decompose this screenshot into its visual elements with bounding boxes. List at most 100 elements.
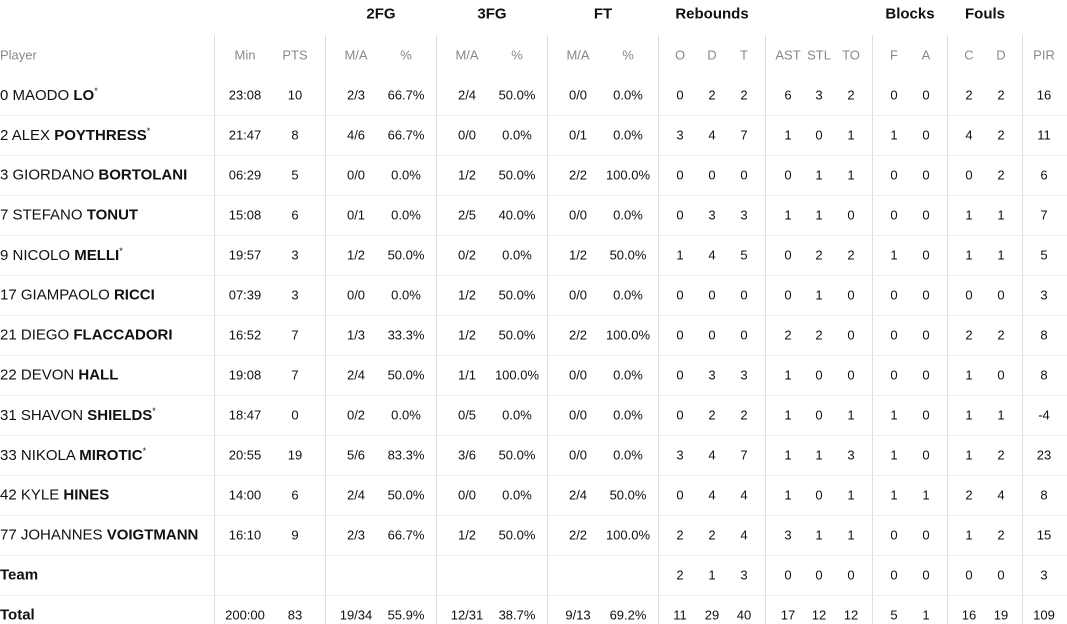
player-first: GIORDANO xyxy=(12,166,95,184)
stat-cell: 3 xyxy=(676,447,684,463)
stat-cell: 5 xyxy=(1040,247,1048,263)
player-last: FLACCADORI xyxy=(73,326,173,344)
stat-cell: 0 xyxy=(815,567,823,583)
column-header: C xyxy=(964,47,974,63)
row-divider xyxy=(0,155,1067,156)
stat-cell: 0 xyxy=(922,87,930,103)
stat-cell: 5 xyxy=(890,607,898,623)
stat-cell: 0 xyxy=(922,167,930,183)
stat-cell: 19/34 xyxy=(339,607,373,623)
column-header: A xyxy=(921,47,931,63)
stat-cell: 2/2 xyxy=(568,527,588,543)
stat-cell: 2 xyxy=(784,327,792,343)
stat-cell: 07:39 xyxy=(228,287,262,303)
stat-cell: 3 xyxy=(740,367,748,383)
column-divider xyxy=(947,35,948,624)
player-last: BORTOLANI xyxy=(98,166,188,184)
stat-cell: 8 xyxy=(1040,367,1048,383)
stat-cell: 1 xyxy=(890,447,898,463)
stat-cell: 0 xyxy=(922,447,930,463)
stat-cell: 0 xyxy=(965,167,973,183)
stat-cell: 0/2 xyxy=(346,407,366,423)
stat-cell: 100.0% xyxy=(605,527,651,543)
column-divider xyxy=(325,35,326,624)
player-last: MIROTIC xyxy=(79,447,143,464)
stat-cell: 1 xyxy=(922,607,930,623)
group-header: FT xyxy=(593,5,613,23)
stat-cell: 2/3 xyxy=(346,527,366,543)
stat-cell: 0 xyxy=(815,367,823,383)
stat-cell: 50.0% xyxy=(498,447,536,463)
stat-cell: 2 xyxy=(997,87,1005,103)
stat-cell: 2 xyxy=(997,167,1005,183)
player-name: 17 GIAMPAOLO RICCI xyxy=(0,287,155,304)
stat-cell: 1 xyxy=(890,487,898,503)
stat-cell: 0 xyxy=(847,567,855,583)
stat-cell: 1 xyxy=(922,487,930,503)
stat-cell: 0 xyxy=(708,327,716,343)
row-divider xyxy=(0,195,1067,196)
stat-cell: 1 xyxy=(815,167,823,183)
player-first: SHAVON xyxy=(20,407,84,424)
stat-cell: 0 xyxy=(922,567,930,583)
column-header: AST xyxy=(775,47,801,63)
player-first: ALEX xyxy=(11,127,51,144)
stat-cell: 0.0% xyxy=(502,247,532,263)
column-header: F xyxy=(890,47,898,63)
player-name: 3 GIORDANO BORTOLANI xyxy=(0,167,187,184)
stat-cell: 3 xyxy=(1040,287,1048,303)
player-name: 7 STEFANO TONUT xyxy=(0,207,138,224)
stat-cell: 66.7% xyxy=(387,127,425,143)
stat-cell: 0 xyxy=(965,567,973,583)
column-header: M/A xyxy=(455,47,479,63)
player-name: 33 NIKOLA MIROTIC* xyxy=(0,446,146,464)
stat-cell: 0.0% xyxy=(391,407,421,423)
stat-cell: 7 xyxy=(1040,207,1048,223)
stat-cell: 38.7% xyxy=(498,607,536,623)
stat-cell: 50.0% xyxy=(498,167,536,183)
player-last: LO xyxy=(73,87,95,104)
stat-cell: 7 xyxy=(291,367,299,383)
stat-cell: 2 xyxy=(997,327,1005,343)
stat-cell: 0/0 xyxy=(568,447,588,463)
column-header: M/A xyxy=(566,47,590,63)
stat-cell: 8 xyxy=(291,127,299,143)
stat-cell: 2 xyxy=(815,247,823,263)
stat-cell: 50.0% xyxy=(498,327,536,343)
stat-cell: 2/5 xyxy=(457,207,477,223)
stat-cell: 1 xyxy=(784,367,792,383)
player-first: JOHANNES xyxy=(20,526,103,544)
column-divider xyxy=(1022,35,1023,624)
stat-cell: 11 xyxy=(1037,127,1051,143)
stat-cell: 50.0% xyxy=(498,527,536,543)
player-first: NIKOLA xyxy=(20,447,76,464)
stat-cell: 19:57 xyxy=(228,247,262,263)
stat-cell: 3 xyxy=(815,87,823,103)
player-last: TONUT xyxy=(86,206,139,224)
row-divider xyxy=(0,275,1067,276)
stat-cell: 0 xyxy=(997,567,1005,583)
stat-cell: 4 xyxy=(708,487,716,503)
stat-cell: 12 xyxy=(811,607,827,623)
stat-cell: 0.0% xyxy=(613,207,643,223)
column-divider xyxy=(872,35,873,624)
column-divider xyxy=(436,35,437,624)
stat-cell: 1 xyxy=(997,247,1005,263)
stat-cell: 69.2% xyxy=(609,607,647,623)
stat-cell: 3 xyxy=(676,127,684,143)
stat-cell: 1 xyxy=(847,487,855,503)
stat-cell: 2 xyxy=(965,487,973,503)
stat-cell: 40.0% xyxy=(498,207,536,223)
player-first: GIAMPAOLO xyxy=(20,286,110,304)
stat-cell: 1 xyxy=(784,127,792,143)
player-first: STEFANO xyxy=(12,206,83,224)
row-divider xyxy=(0,435,1067,436)
stat-cell: 0.0% xyxy=(502,407,532,423)
player-last: POYTHRESS xyxy=(54,127,147,144)
stat-cell: 0 xyxy=(740,167,748,183)
player-last: HALL xyxy=(78,366,119,384)
player-starter: * xyxy=(152,406,156,416)
stat-cell: 4 xyxy=(708,447,716,463)
stat-cell: 83.3% xyxy=(387,447,425,463)
stat-cell: 40 xyxy=(736,607,752,623)
